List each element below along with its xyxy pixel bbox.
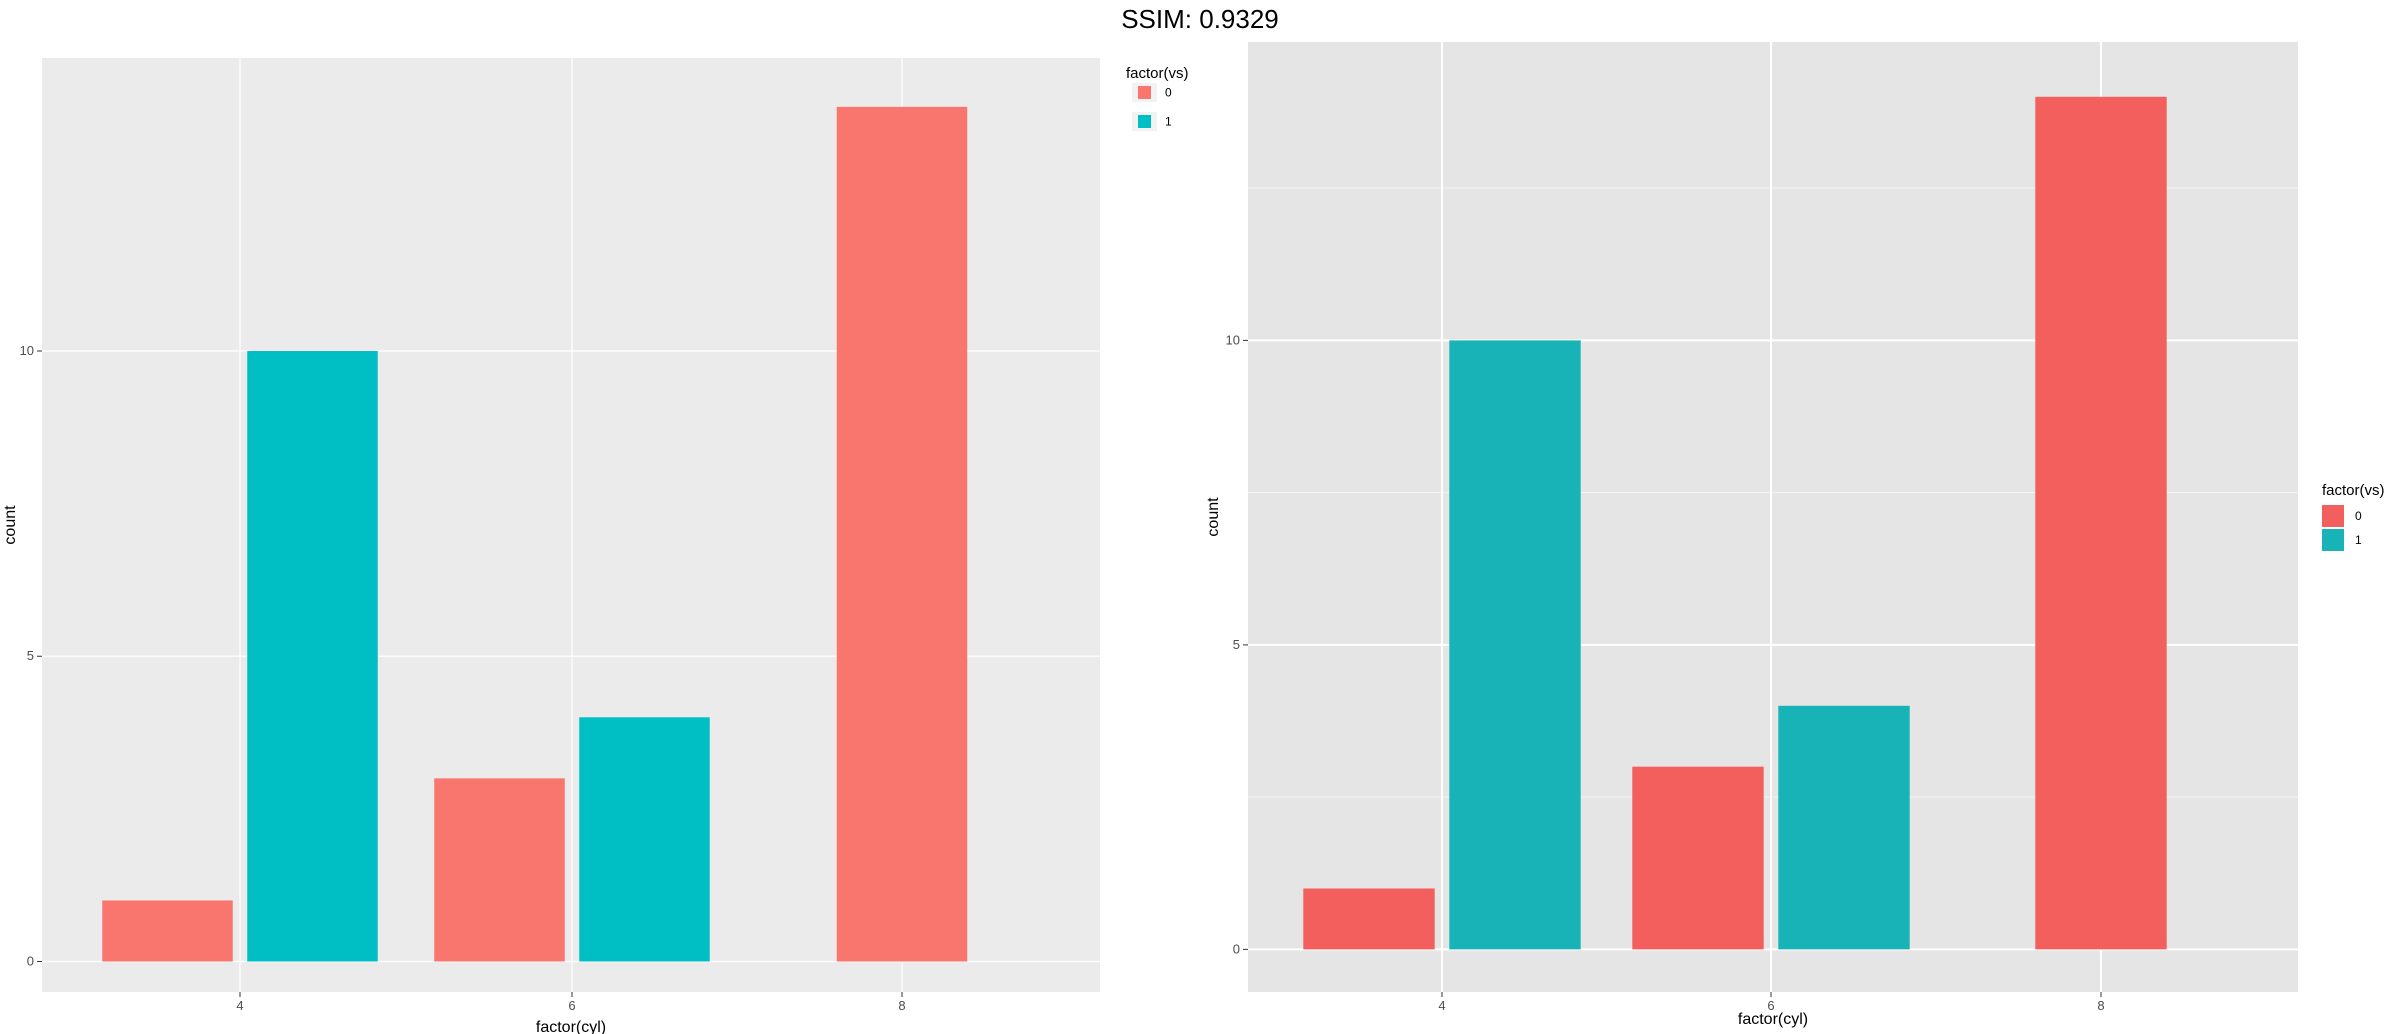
bar	[102, 900, 233, 962]
x-tick-label: 4	[1438, 998, 1445, 1013]
x-tick-label: 6	[1767, 998, 1774, 1013]
x-tick-label: 6	[568, 998, 575, 1013]
y-tick-label: 0	[1233, 941, 1240, 956]
legend-swatch	[2322, 529, 2344, 551]
right-chart: 0 5 10 4 6 8 factor(cyl) count factor(vs) 0 1	[1205, 42, 2385, 1028]
legend-swatch	[2322, 505, 2344, 527]
bar	[579, 717, 710, 962]
legend-title: factor(vs)	[1126, 65, 1189, 82]
y-tick-label: 10	[1226, 332, 1240, 347]
x-axis-title: factor(cyl)	[536, 1019, 606, 1034]
x-tick-label: 8	[898, 998, 905, 1013]
legend-swatch	[1138, 115, 1151, 128]
legend: factor(vs) 0 1	[1126, 65, 1189, 131]
y-axis-title: count	[2, 505, 19, 545]
page-title: SSIM: 0.9329	[1121, 4, 1279, 34]
x-tick-label: 8	[2097, 998, 2104, 1013]
legend-title: factor(vs)	[2322, 482, 2385, 499]
legend-label: 0	[1165, 86, 1172, 100]
bar	[836, 106, 968, 962]
bar	[1778, 705, 1910, 950]
legend-label: 1	[1165, 115, 1172, 129]
y-tick-label: 5	[1233, 637, 1240, 652]
bar	[2035, 96, 2167, 950]
legend: factor(vs) 0 1	[2322, 482, 2385, 551]
bar	[1632, 766, 1764, 950]
bar	[247, 351, 378, 962]
y-tick-label: 0	[27, 953, 34, 968]
legend-label: 0	[2355, 509, 2362, 523]
x-axis-title: factor(cyl)	[1738, 1011, 1808, 1028]
x-tick-label: 4	[236, 998, 243, 1013]
y-axis-title: count	[1205, 497, 1222, 537]
bar	[1449, 340, 1581, 950]
legend-label: 1	[2355, 533, 2362, 547]
legend-swatch	[1138, 86, 1151, 99]
bar	[434, 778, 565, 962]
y-tick-label: 5	[27, 648, 34, 663]
bar	[1303, 888, 1435, 950]
left-chart: 0 5 10 4 6 8 factor(cyl) count factor(vs) 0 1	[2, 58, 1189, 1034]
y-tick-label: 10	[20, 343, 34, 358]
